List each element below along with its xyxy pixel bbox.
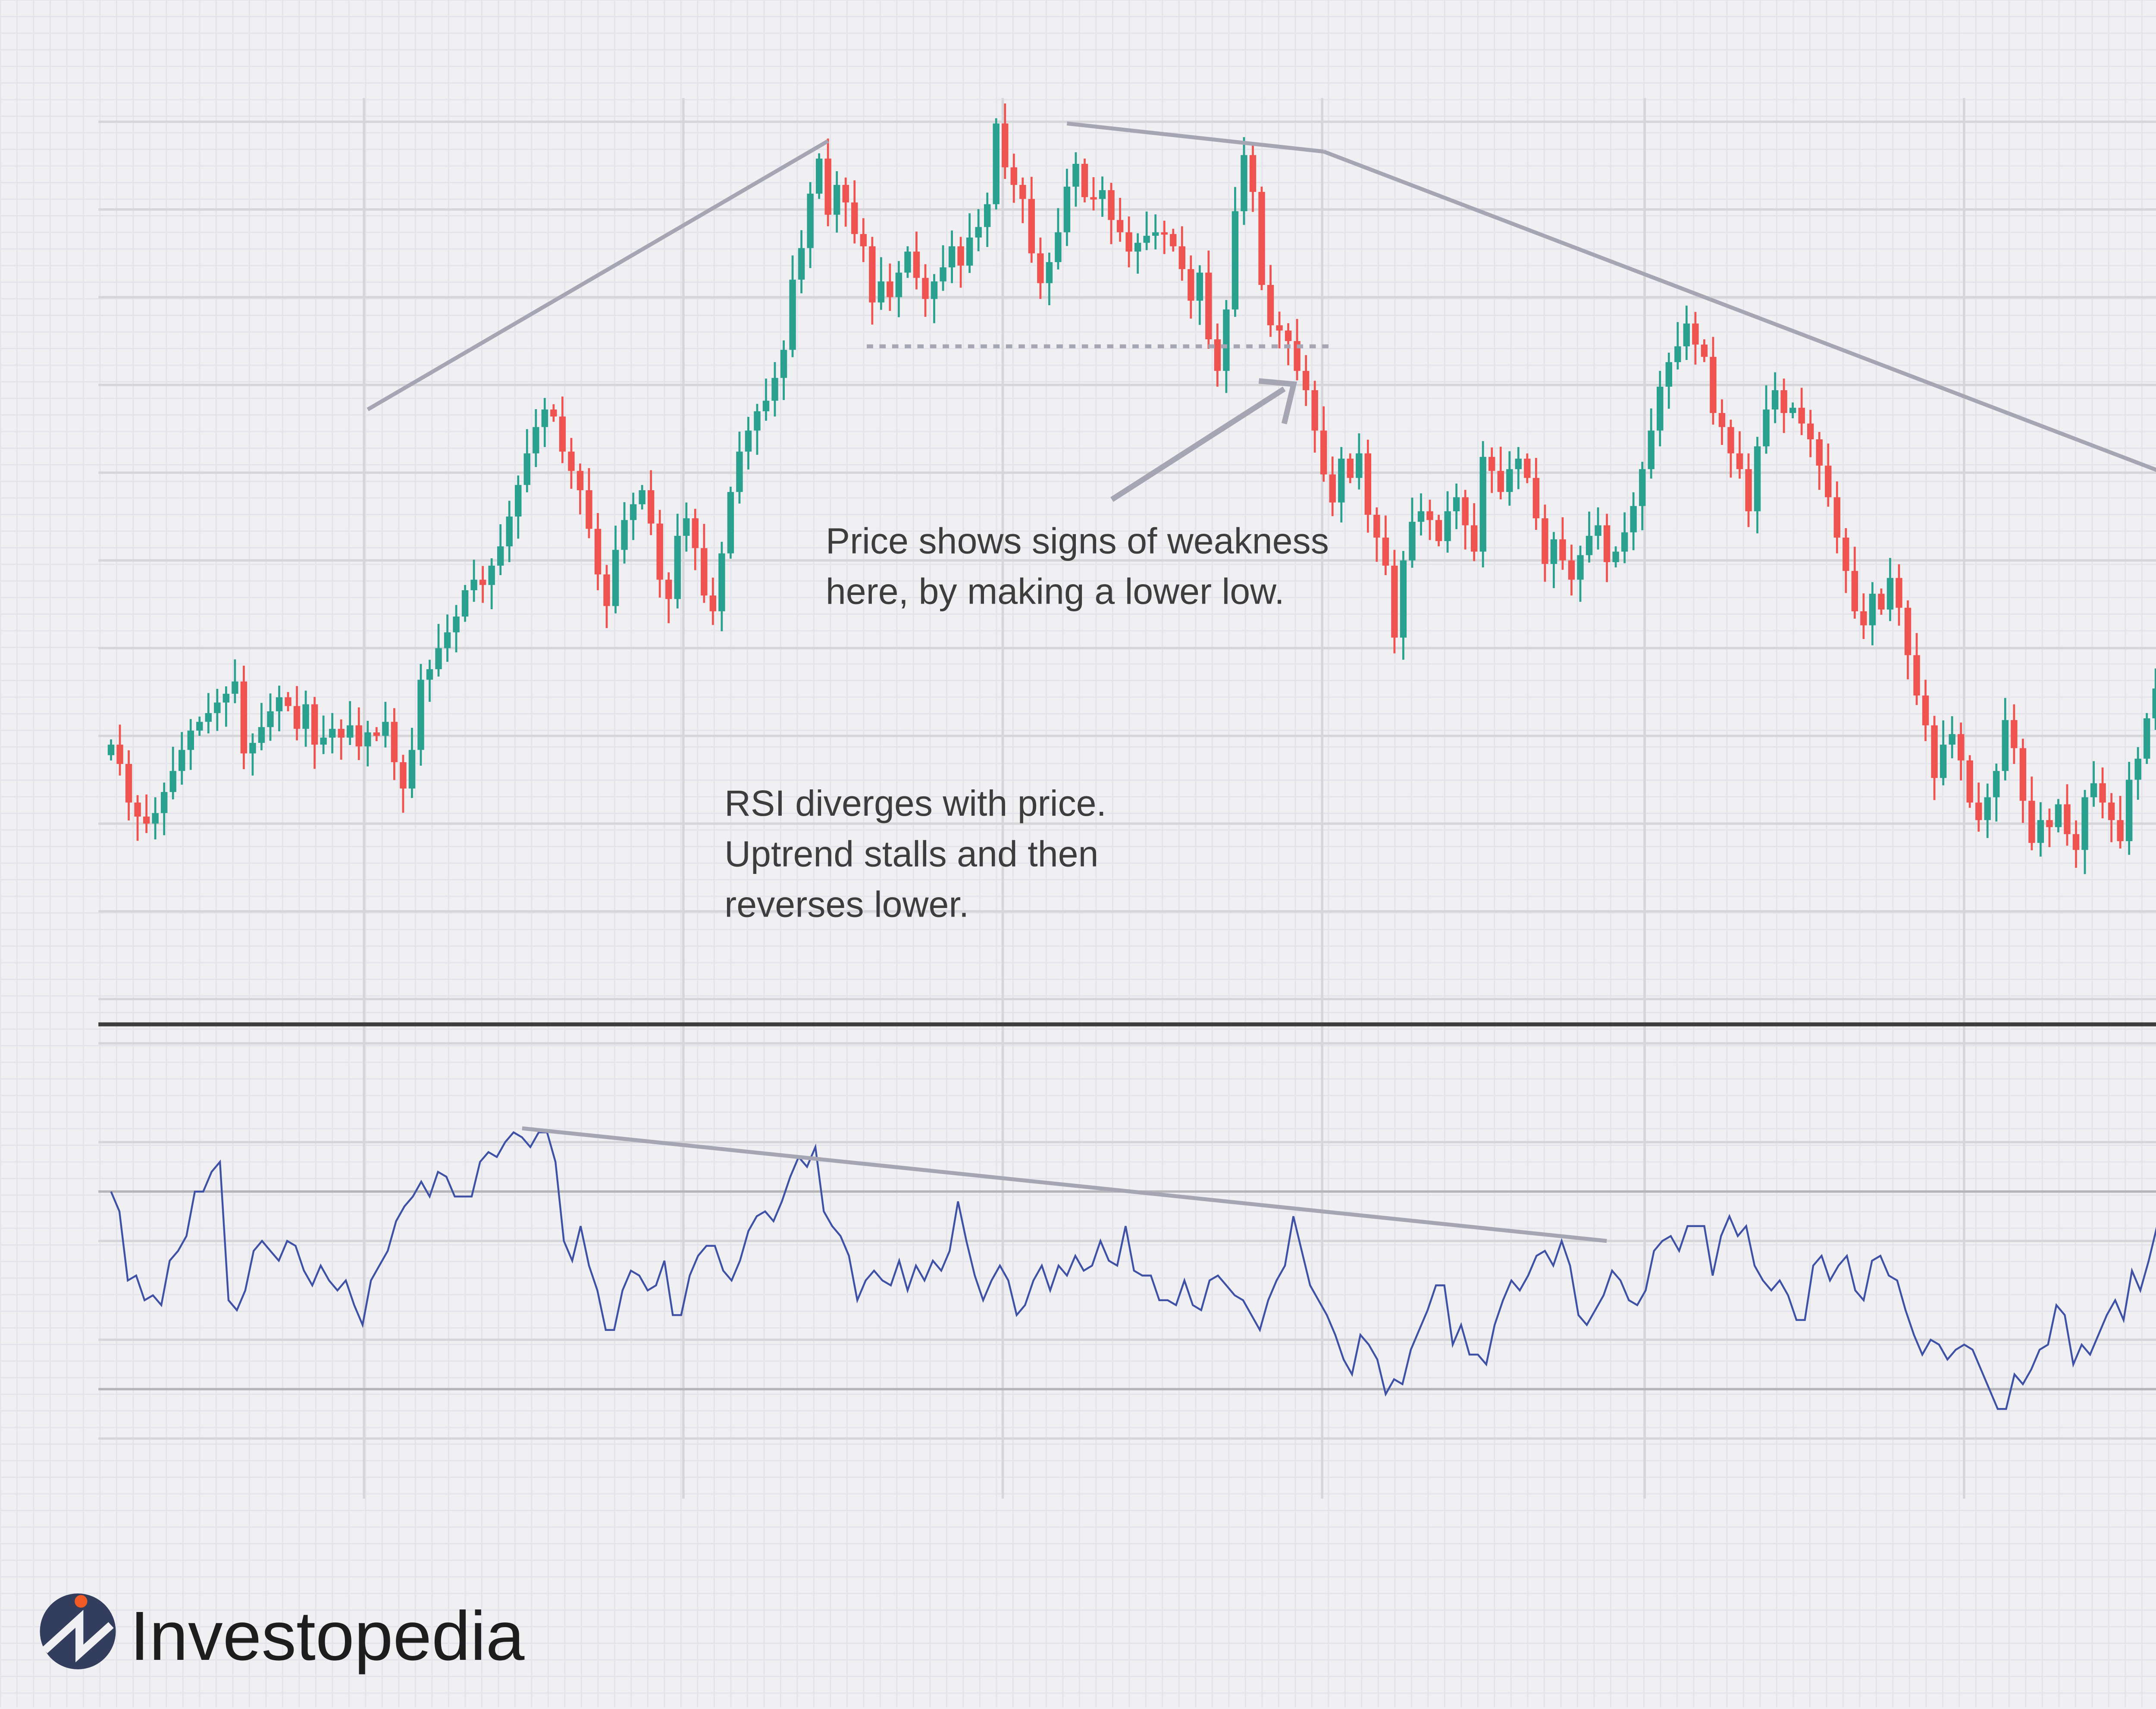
- investopedia-logo[interactable]: Investopedia: [40, 1593, 525, 1675]
- annotation-rsi-line1: RSI diverges with price.: [724, 783, 1106, 823]
- annotation-rsi-line3: reverses lower.: [724, 884, 969, 925]
- annotation-rsi-line2: Uptrend stalls and then: [724, 833, 1098, 874]
- annotation-weakness-line2: here, by making a lower low.: [826, 571, 1285, 612]
- brand-name: Investopedia: [130, 1597, 525, 1675]
- chart-gridlines: [98, 98, 2156, 1499]
- annotation-weakness-line1: Price shows signs of weakness: [826, 520, 1329, 561]
- rsi-reference-lines: [98, 1192, 2156, 1389]
- rsi-line: [111, 1132, 2156, 1409]
